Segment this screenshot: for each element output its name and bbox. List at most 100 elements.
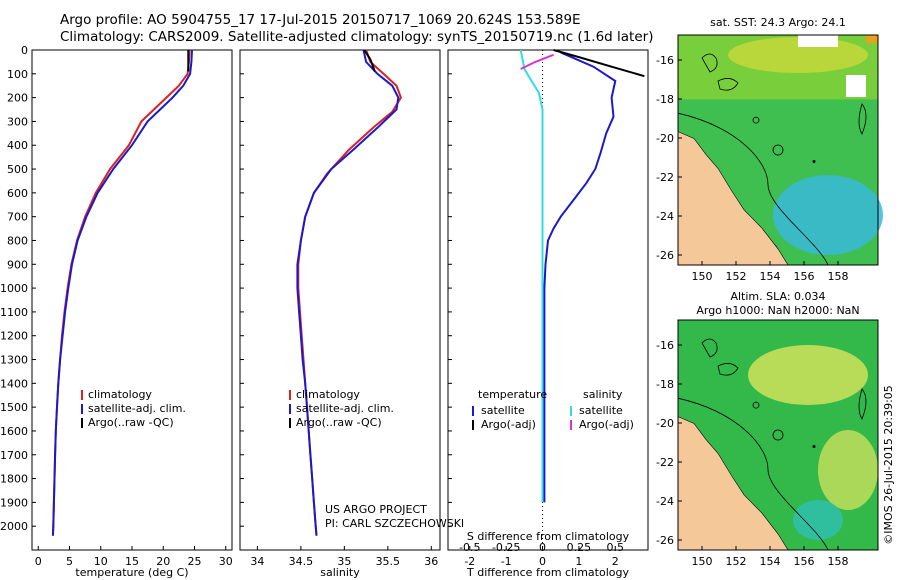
- salinity-legend-label: climatology: [296, 388, 360, 401]
- sla-map-low-patch: [793, 500, 843, 540]
- sla-map-reef-outline: [701, 338, 718, 358]
- sla-map-ytick-label: -20: [656, 417, 674, 430]
- sla-map-seamount: [752, 401, 760, 409]
- salinity-legend-label: Argo(..raw -QC): [296, 416, 382, 429]
- temperature-ytick-label: 100: [7, 68, 28, 81]
- difference-xtick-label: -1: [501, 555, 512, 568]
- salinity-legend-label: satellite-adj. clim.: [296, 402, 394, 415]
- temperature-xtick-label: 5: [66, 555, 73, 568]
- salinity-series-argo-raw-qc-: [363, 49, 376, 72]
- temperature-ytick-label: 1000: [0, 282, 28, 295]
- sst-map-cool-patch: [773, 175, 883, 255]
- salinity-axes-frame: [239, 49, 441, 551]
- sst-map-ytick-label: -26: [656, 249, 674, 262]
- temperature-xtick-label: 0: [35, 555, 42, 568]
- sla-map-ytick-label: -26: [656, 534, 674, 547]
- difference-legend-header-s: salinity: [583, 388, 623, 401]
- temperature-ytick-label: 900: [7, 258, 28, 271]
- sla-map-high-patch: [818, 430, 878, 510]
- difference-xtick-label: 2: [612, 555, 619, 568]
- difference-stick-label: 0.5: [607, 541, 625, 554]
- temperature-ytick-label: 1600: [0, 425, 28, 438]
- sla-map-ytick-label: -16: [656, 339, 674, 352]
- salinity-xtick-label: 34.5: [289, 555, 314, 568]
- temperature-axes-frame: [31, 49, 233, 551]
- temperature-ytick-label: 400: [7, 139, 28, 152]
- sst-map-seamount: [772, 144, 784, 156]
- temperature-ytick-label: 300: [7, 115, 28, 128]
- temperature-ytick-label: 1700: [0, 449, 28, 462]
- sla-map-title-line1: Altim. SLA: 0.034: [730, 290, 825, 303]
- temperature-legend-label: Argo(..raw -QC): [88, 416, 174, 429]
- sst-map-shelf-contour: [677, 112, 829, 266]
- sst-map-xtick-label: 158: [828, 270, 849, 283]
- temperature-ytick-label: 200: [7, 92, 28, 105]
- sla-map-ytick-label: -22: [656, 456, 674, 469]
- temperature-xtick-label: 20: [156, 555, 170, 568]
- difference-stick-label: 0: [539, 541, 546, 554]
- temperature-ytick-label: 1100: [0, 306, 28, 319]
- temperature-xtick-label: 10: [94, 555, 108, 568]
- difference-stick-label: -0.5: [459, 541, 480, 554]
- difference-xtick-label: 1: [575, 555, 582, 568]
- sst-map-seamount: [752, 116, 760, 124]
- temperature-xlabel: temperature (deg C): [75, 566, 188, 579]
- salinity-xtick-label: 35.5: [376, 555, 401, 568]
- temperature-ytick-label: 500: [7, 163, 28, 176]
- temperature-ytick-label: 1500: [0, 401, 28, 414]
- difference-legend-header-t: temperature: [478, 388, 547, 401]
- difference-series-s-satellite: [519, 49, 544, 503]
- temperature-ytick-label: 600: [7, 187, 28, 200]
- sst-map-reef-outline: [717, 78, 739, 91]
- salinity-series-climatology: [297, 49, 403, 536]
- difference-series-s-argo-adj-: [520, 53, 554, 70]
- temperature-ytick-label: 1300: [0, 354, 28, 367]
- sla-map-seamount: [772, 429, 784, 441]
- salinity-series-satellite-adj-clim-: [296, 49, 400, 536]
- sla-map-contour: [858, 388, 867, 420]
- sla-map-xtick-label: 156: [794, 555, 815, 568]
- temperature-ytick-label: 1800: [0, 473, 28, 486]
- difference-legend-label: satellite: [481, 404, 525, 417]
- sst-map-hot-pixel: [866, 35, 878, 43]
- credit-text: ©IMOS 26-Jul-2015 20:39:05: [882, 385, 895, 545]
- temperature-ytick-label: 2000: [0, 520, 28, 533]
- sst-map-ytick-label: -18: [656, 93, 674, 106]
- sst-map-ytick-label: -22: [656, 171, 674, 184]
- sla-map-frame: [677, 319, 879, 551]
- sla-map-xtick-label: 154: [760, 555, 781, 568]
- temperature-xtick-label: 25: [188, 555, 202, 568]
- temperature-legend-label: satellite-adj. clim.: [88, 402, 186, 415]
- sst-map-xtick-label: 154: [760, 270, 781, 283]
- sst-map-xtick-label: 150: [692, 270, 713, 283]
- header-line1: Argo profile: AO 5904755_17 17-Jul-2015 …: [60, 12, 581, 28]
- sla-map-high-patch: [748, 345, 868, 405]
- header-line2: Climatology: CARS2009. Satellite-adjuste…: [60, 29, 654, 45]
- difference-stick-label: 0.25: [567, 541, 592, 554]
- sst-map-missing-data: [798, 35, 838, 47]
- difference-legend-label: satellite: [579, 404, 623, 417]
- sst-map-xtick-label: 156: [794, 270, 815, 283]
- difference-xlabel-top: S difference from climatology: [467, 530, 630, 543]
- sla-map-title-line2: Argo h1000: NaN h2000: NaN: [696, 304, 859, 317]
- sla-map-xtick-label: 150: [692, 555, 713, 568]
- salinity-annotation-line2: PI: CARL SZCZECHOWSKI: [325, 517, 464, 530]
- difference-xtick-label: -2: [464, 555, 475, 568]
- difference-xtick-label: 0: [539, 555, 546, 568]
- sst-map-contour: [858, 103, 867, 135]
- temperature-series-climatology: [51, 49, 191, 536]
- temperature-ytick-label: 1200: [0, 330, 28, 343]
- salinity-xtick-label: 35: [337, 555, 351, 568]
- sst-map-ytick-label: -16: [656, 54, 674, 67]
- sst-map-reef-outline: [701, 53, 718, 73]
- sst-map-missing-data: [846, 75, 866, 97]
- difference-legend-label: Argo(-adj): [579, 418, 634, 431]
- sst-map-title: sat. SST: 24.3 Argo: 24.1: [710, 16, 846, 29]
- sst-map-ytick-label: -20: [656, 132, 674, 145]
- salinity-xtick-label: 36: [424, 555, 438, 568]
- temperature-xtick-label: 15: [125, 555, 139, 568]
- difference-series-t-satellite: [543, 51, 617, 503]
- temperature-ytick-label: 1400: [0, 377, 28, 390]
- sla-map-ytick-label: -18: [656, 378, 674, 391]
